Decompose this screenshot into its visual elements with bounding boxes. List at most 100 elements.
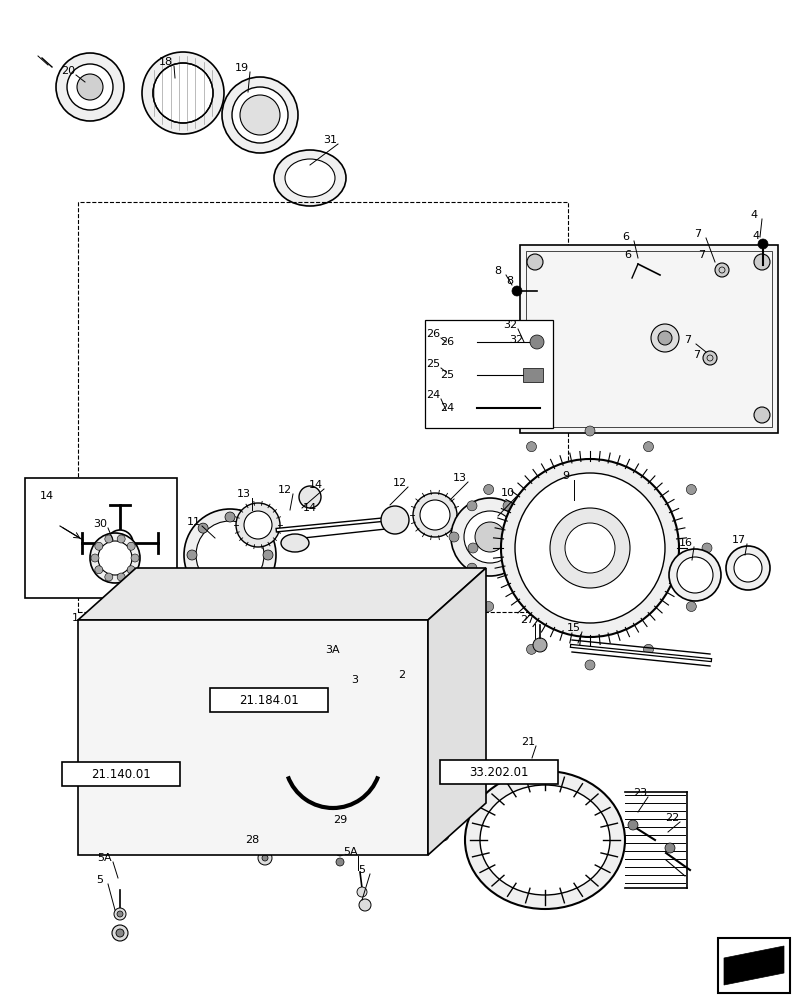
Circle shape	[686, 485, 696, 494]
Ellipse shape	[480, 785, 610, 895]
Bar	[425, 320, 553, 428]
Text: 5: 5	[359, 865, 365, 875]
Text: 5: 5	[96, 875, 103, 885]
Circle shape	[437, 712, 449, 724]
Circle shape	[628, 820, 638, 830]
Text: 19: 19	[235, 63, 249, 73]
Circle shape	[105, 535, 113, 543]
Circle shape	[754, 254, 770, 270]
Circle shape	[262, 855, 268, 861]
Circle shape	[331, 667, 341, 677]
Text: 3A: 3A	[326, 645, 340, 655]
Ellipse shape	[475, 522, 505, 552]
Ellipse shape	[240, 95, 280, 135]
Circle shape	[187, 550, 197, 560]
Circle shape	[437, 654, 449, 666]
Text: 3: 3	[351, 675, 359, 685]
Ellipse shape	[98, 541, 132, 575]
Circle shape	[350, 700, 360, 710]
Circle shape	[333, 833, 347, 847]
Text: 10: 10	[501, 488, 515, 498]
Circle shape	[467, 563, 477, 573]
Text: 5A: 5A	[343, 847, 357, 857]
Text: 22: 22	[665, 813, 680, 823]
Text: 32: 32	[503, 320, 517, 330]
Text: 18: 18	[159, 57, 173, 67]
Circle shape	[101, 833, 115, 847]
Bar	[78, 202, 568, 612]
Circle shape	[143, 735, 213, 805]
Polygon shape	[78, 620, 428, 855]
Circle shape	[198, 523, 208, 533]
Circle shape	[658, 331, 672, 345]
Circle shape	[258, 851, 272, 865]
Circle shape	[503, 501, 513, 511]
Circle shape	[334, 837, 346, 849]
Circle shape	[703, 351, 717, 365]
Circle shape	[107, 530, 133, 556]
Ellipse shape	[413, 493, 457, 537]
Circle shape	[127, 542, 135, 550]
Circle shape	[114, 537, 126, 549]
Text: 11: 11	[187, 517, 201, 527]
Polygon shape	[724, 946, 784, 985]
Bar	[25, 478, 177, 598]
Text: 9: 9	[562, 471, 570, 481]
Circle shape	[336, 858, 344, 866]
Circle shape	[437, 829, 449, 841]
Circle shape	[95, 542, 103, 550]
Bar	[526, 251, 772, 427]
Text: 31: 31	[323, 135, 337, 145]
Text: 7: 7	[693, 350, 701, 360]
Circle shape	[393, 691, 407, 705]
Circle shape	[252, 523, 262, 533]
Circle shape	[702, 543, 712, 553]
Ellipse shape	[515, 473, 665, 623]
Bar	[210, 688, 328, 712]
Circle shape	[449, 532, 459, 542]
Text: 2: 2	[398, 670, 406, 680]
Text: 24: 24	[440, 403, 454, 413]
Text: 7: 7	[694, 229, 701, 239]
Circle shape	[116, 929, 124, 937]
Circle shape	[643, 644, 654, 654]
Circle shape	[484, 485, 494, 495]
Circle shape	[585, 660, 595, 670]
Text: 13: 13	[237, 489, 251, 499]
Bar	[62, 762, 180, 786]
Circle shape	[225, 512, 235, 522]
Text: 26: 26	[426, 329, 440, 339]
Bar	[523, 368, 543, 382]
Circle shape	[527, 644, 537, 654]
Text: 12: 12	[393, 478, 407, 488]
Circle shape	[117, 911, 123, 917]
Circle shape	[527, 442, 537, 452]
Ellipse shape	[222, 77, 298, 153]
Ellipse shape	[726, 546, 770, 590]
Text: 23: 23	[633, 788, 647, 798]
Circle shape	[127, 566, 135, 574]
Circle shape	[112, 925, 128, 941]
Ellipse shape	[196, 521, 264, 589]
Ellipse shape	[677, 557, 713, 593]
Bar	[440, 760, 558, 784]
Circle shape	[512, 286, 522, 296]
Circle shape	[533, 638, 547, 652]
Text: 29: 29	[333, 815, 347, 825]
Ellipse shape	[67, 64, 113, 110]
Circle shape	[117, 573, 125, 581]
Circle shape	[117, 535, 125, 543]
Ellipse shape	[90, 533, 140, 583]
Circle shape	[754, 407, 770, 423]
Bar	[718, 938, 790, 993]
Text: 6: 6	[622, 232, 629, 242]
Ellipse shape	[734, 554, 762, 582]
Circle shape	[225, 588, 235, 598]
Text: 21.140.01: 21.140.01	[91, 768, 151, 780]
Ellipse shape	[420, 500, 450, 530]
Circle shape	[468, 543, 478, 553]
Text: 24: 24	[426, 390, 440, 400]
Circle shape	[643, 442, 654, 452]
Ellipse shape	[299, 486, 321, 508]
Ellipse shape	[465, 771, 625, 909]
